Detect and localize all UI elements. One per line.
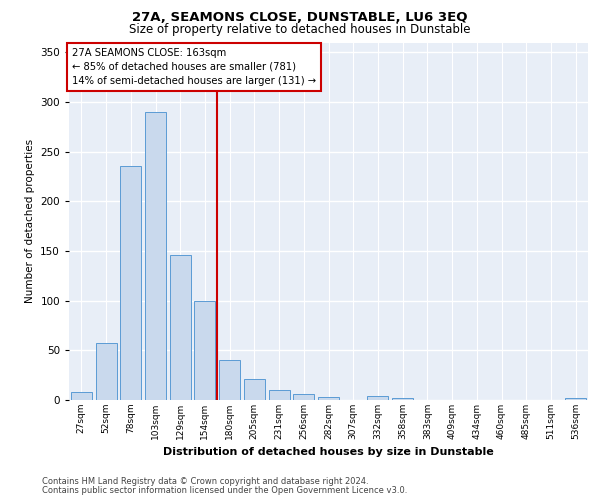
Bar [392,398,413,400]
Bar [95,344,116,400]
Bar [194,300,215,400]
Text: 27A SEAMONS CLOSE: 163sqm
← 85% of detached houses are smaller (781)
14% of semi: 27A SEAMONS CLOSE: 163sqm ← 85% of detac… [71,48,316,86]
Bar [565,398,586,400]
Bar [244,379,265,400]
Text: Contains public sector information licensed under the Open Government Licence v3: Contains public sector information licen… [42,486,407,495]
Text: Contains HM Land Registry data © Crown copyright and database right 2024.: Contains HM Land Registry data © Crown c… [42,477,368,486]
X-axis label: Distribution of detached houses by size in Dunstable: Distribution of detached houses by size … [163,448,494,458]
Bar [318,397,339,400]
Y-axis label: Number of detached properties: Number of detached properties [25,139,35,304]
Bar [170,255,191,400]
Text: Size of property relative to detached houses in Dunstable: Size of property relative to detached ho… [129,22,471,36]
Bar [120,166,141,400]
Bar [145,112,166,400]
Bar [71,392,92,400]
Bar [269,390,290,400]
Bar [293,394,314,400]
Text: 27A, SEAMONS CLOSE, DUNSTABLE, LU6 3EQ: 27A, SEAMONS CLOSE, DUNSTABLE, LU6 3EQ [132,11,468,24]
Bar [367,396,388,400]
Bar [219,360,240,400]
